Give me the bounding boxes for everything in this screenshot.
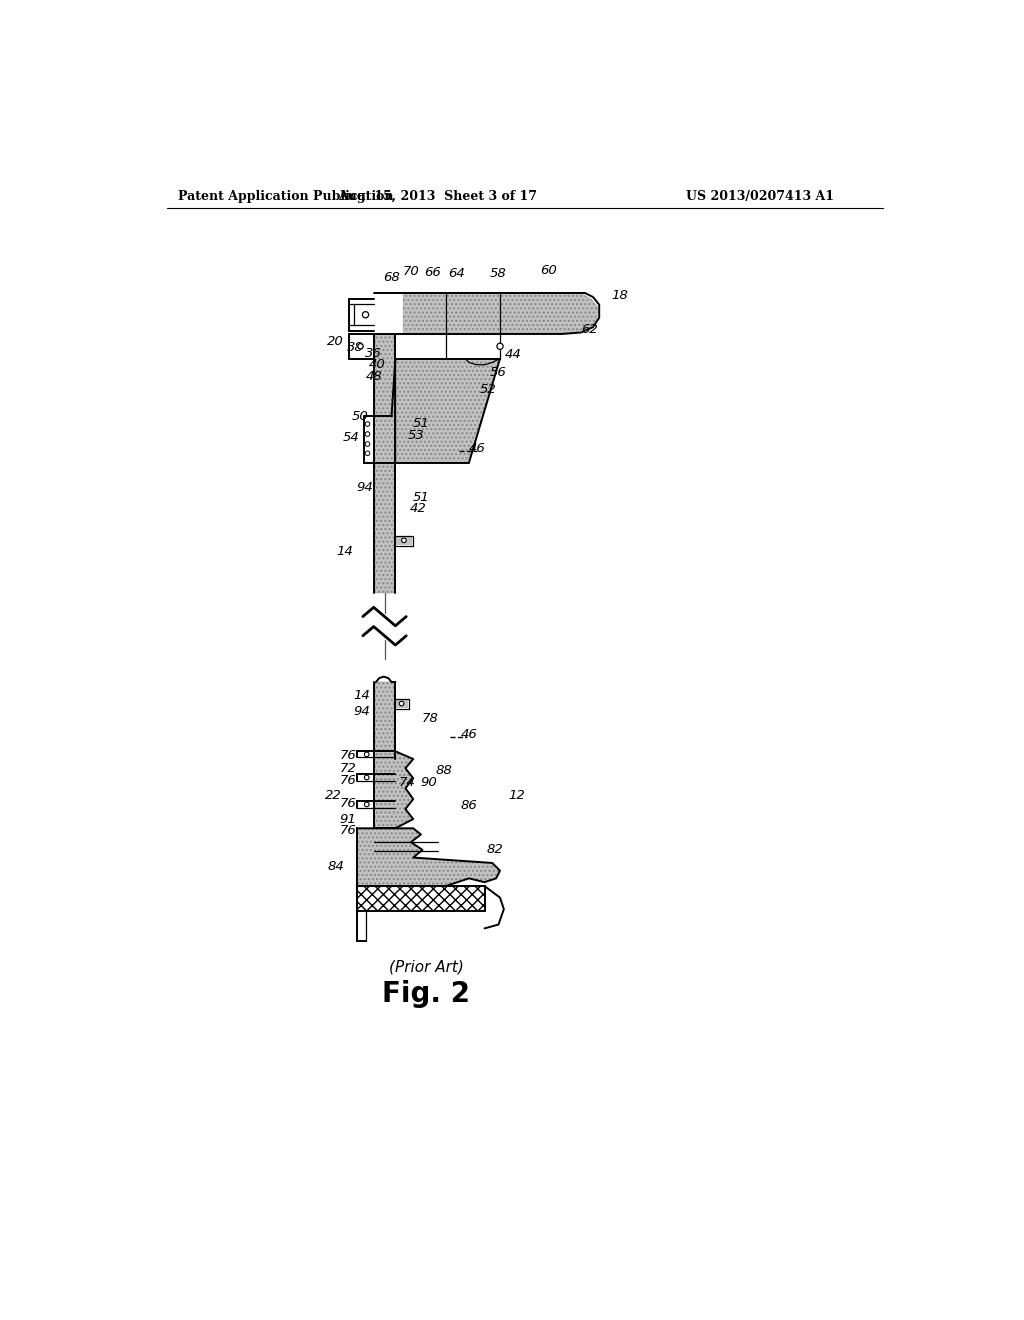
Circle shape: [365, 803, 369, 807]
Circle shape: [365, 775, 369, 780]
Text: 94: 94: [353, 705, 371, 718]
Circle shape: [366, 432, 370, 437]
Text: 14: 14: [353, 689, 371, 702]
Text: 42: 42: [411, 502, 427, 515]
Text: 36: 36: [365, 347, 381, 360]
Text: 68: 68: [383, 271, 400, 284]
Polygon shape: [403, 294, 598, 333]
Text: 74: 74: [398, 776, 416, 788]
Text: 40: 40: [370, 358, 386, 371]
Text: 86: 86: [461, 799, 477, 812]
Text: 12: 12: [509, 789, 525, 803]
Text: 76: 76: [340, 748, 356, 762]
Text: 48: 48: [366, 370, 383, 383]
Circle shape: [366, 442, 370, 446]
Polygon shape: [375, 359, 500, 462]
Text: 52: 52: [480, 383, 497, 396]
Circle shape: [365, 752, 369, 756]
Text: 38: 38: [347, 341, 364, 354]
Polygon shape: [396, 536, 413, 545]
Text: 90: 90: [420, 776, 437, 788]
Text: 64: 64: [449, 268, 465, 280]
Text: (Prior Art): (Prior Art): [389, 960, 464, 974]
Text: 56: 56: [489, 366, 506, 379]
Circle shape: [357, 343, 364, 348]
Polygon shape: [356, 886, 484, 911]
Text: 22: 22: [325, 789, 342, 803]
Polygon shape: [375, 682, 394, 758]
Text: 51: 51: [413, 417, 429, 430]
Text: Patent Application Publication: Patent Application Publication: [178, 190, 394, 203]
Text: Fig. 2: Fig. 2: [382, 979, 470, 1008]
Circle shape: [366, 422, 370, 426]
Text: 70: 70: [402, 265, 419, 279]
Text: 72: 72: [340, 762, 356, 775]
Circle shape: [366, 451, 370, 455]
Circle shape: [362, 312, 369, 318]
Text: 76: 76: [340, 797, 356, 810]
Text: 20: 20: [328, 335, 344, 348]
Polygon shape: [375, 334, 394, 594]
Text: 82: 82: [486, 843, 503, 857]
Text: 94: 94: [356, 480, 373, 494]
Circle shape: [497, 343, 503, 350]
Text: US 2013/0207413 A1: US 2013/0207413 A1: [686, 190, 834, 203]
Text: 14: 14: [337, 545, 353, 557]
Text: 50: 50: [351, 409, 368, 422]
Text: 78: 78: [422, 713, 438, 726]
Polygon shape: [375, 751, 414, 829]
Text: 84: 84: [328, 861, 344, 874]
Text: 18: 18: [611, 289, 628, 302]
Text: Aug. 15, 2013  Sheet 3 of 17: Aug. 15, 2013 Sheet 3 of 17: [339, 190, 538, 203]
Text: 76: 76: [340, 774, 356, 787]
Text: 53: 53: [408, 429, 425, 442]
Text: 62: 62: [581, 323, 597, 335]
Text: 51: 51: [413, 491, 429, 504]
Text: 46: 46: [469, 442, 486, 455]
Text: 54: 54: [343, 430, 359, 444]
Text: 58: 58: [490, 268, 507, 280]
Polygon shape: [356, 829, 500, 886]
Circle shape: [399, 701, 403, 706]
Polygon shape: [396, 700, 408, 708]
Text: 44: 44: [505, 348, 521, 362]
Text: 88: 88: [436, 764, 453, 777]
Text: 60: 60: [541, 264, 557, 277]
Text: 66: 66: [424, 265, 441, 279]
Text: 91: 91: [340, 813, 356, 825]
Text: 46: 46: [461, 727, 477, 741]
Circle shape: [401, 539, 407, 543]
Text: 76: 76: [340, 824, 356, 837]
